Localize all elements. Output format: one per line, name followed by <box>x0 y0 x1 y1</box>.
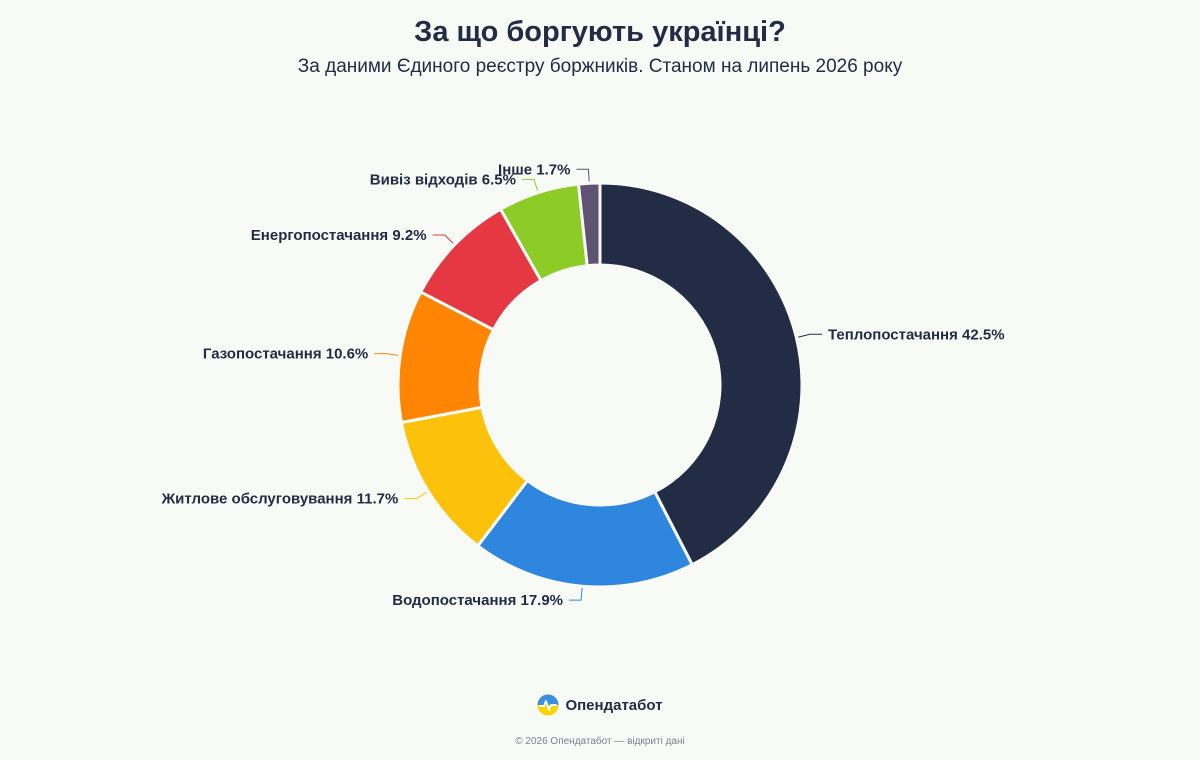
slice-label: Теплопостачання 42.5% <box>828 326 1005 343</box>
leader-line <box>798 333 822 338</box>
slice-label: Інше 1.7% <box>498 161 570 178</box>
copyright: © 2026 Опендатабот — відкриті дані <box>515 736 685 747</box>
chart-title: За що боргують українці? <box>414 16 786 48</box>
slice-теплопостачання <box>598 181 804 567</box>
slice-label: Водопостачання 17.9% <box>392 592 563 609</box>
brand: Опендатабот <box>0 694 1200 716</box>
chart-subtitle: За даними Єдиного реєстру боржників. Ста… <box>297 56 903 77</box>
slice-label: Газопостачання 10.6% <box>203 346 368 363</box>
leader-line <box>521 178 539 191</box>
brand-name: Опендатабот <box>565 696 663 714</box>
slice-label: Житлове обслуговування 11.7% <box>161 491 399 508</box>
leader-line <box>569 588 583 601</box>
slice-інше <box>576 181 602 268</box>
slice-label: Вивіз відходів 6.5% <box>370 171 516 188</box>
leader-line <box>374 353 399 356</box>
leader-line <box>404 491 427 500</box>
opendatabot-logo-icon <box>537 694 559 716</box>
slice-водопостачання <box>476 479 694 589</box>
slice-label: Енергопостачання 9.2% <box>251 227 427 244</box>
leader-line <box>432 234 454 244</box>
leader-line <box>576 168 590 182</box>
